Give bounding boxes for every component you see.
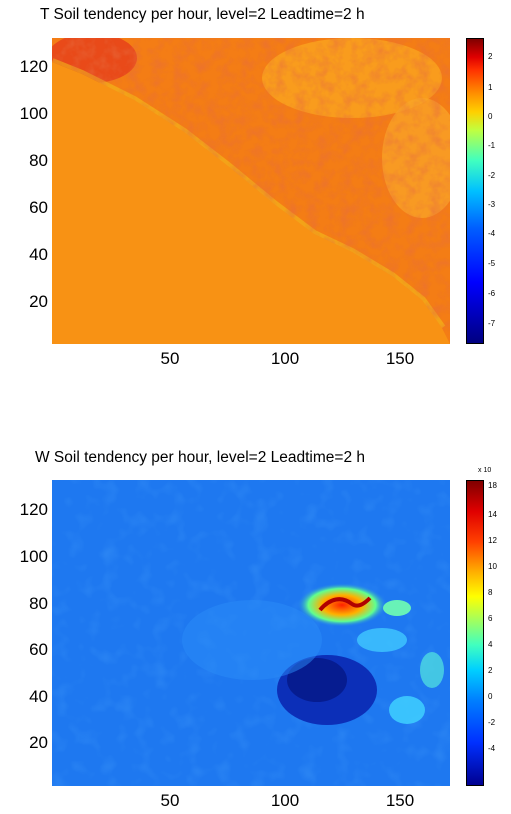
x-tick-label: 50 — [160, 791, 180, 810]
x-tick-label: 100 — [270, 791, 300, 810]
y-tick-label: 100 — [19, 547, 48, 566]
heatmap-svg — [52, 38, 450, 344]
positive-anomaly — [297, 583, 387, 627]
bottom-chart-panel: W Soil tendency per hour, level=2 Leadti… — [0, 440, 511, 814]
colorbar-tick-label: 14 — [488, 510, 497, 519]
heatmap-svg — [52, 480, 450, 786]
y-tick-label: 60 — [29, 640, 48, 659]
colorbar-tick-label: 0 — [488, 692, 493, 701]
y-tick-label: 120 — [19, 500, 48, 519]
colorbar-tick-label: 4 — [488, 640, 493, 649]
colorbar-tick-label: -3 — [488, 200, 496, 209]
y-tick-label: 60 — [29, 198, 48, 217]
chart-title: W Soil tendency per hour, level=2 Leadti… — [35, 449, 366, 466]
heatmap-plot-area — [52, 38, 450, 344]
y-tick-label: 120 — [19, 57, 48, 76]
colorbar-tick-label: 8 — [488, 588, 493, 597]
colorbar-tick-label: 10 — [488, 562, 497, 571]
colorbar-tick-label: -6 — [488, 289, 496, 298]
y-tick-label: 100 — [19, 104, 48, 123]
colorbar — [466, 480, 484, 786]
colorbar-tick-label: 18 — [488, 481, 497, 490]
colorbar — [466, 38, 484, 344]
y-tick-label: 20 — [29, 292, 48, 311]
y-tick-label: 80 — [29, 151, 48, 170]
colorbar-tick-label: -7 — [488, 319, 496, 328]
colorbar-tick-label: -2 — [488, 171, 496, 180]
colorbar-tick-label: -4 — [488, 229, 496, 238]
colorbar-tick-label: 2 — [488, 52, 493, 61]
x-tick-label: 50 — [160, 349, 180, 368]
y-tick-label: 40 — [29, 687, 48, 706]
colorbar-tick-label: -4 — [488, 744, 496, 753]
colorbar-exponent-label: x 10 — [478, 467, 492, 474]
colorbar-tick-label: 1 — [488, 83, 493, 92]
x-tick-label: 150 — [385, 791, 415, 810]
colorbar-tick-label: 12 — [488, 536, 497, 545]
x-tick-label: 150 — [385, 349, 415, 368]
colorbar-tick-label: -1 — [488, 141, 496, 150]
colorbar-tick-label: -5 — [488, 259, 496, 268]
colorbar-tick-label: 0 — [488, 112, 493, 121]
colorbar-tick-label: 6 — [488, 614, 493, 623]
y-tick-label: 40 — [29, 245, 48, 264]
heatmap-plot-area — [52, 480, 450, 786]
x-tick-label: 100 — [270, 349, 300, 368]
chart-title: T Soil tendency per hour, level=2 Leadti… — [40, 6, 365, 23]
colorbar-tick-label: 2 — [488, 666, 493, 675]
y-tick-label: 20 — [29, 733, 48, 752]
colorbar-tick-label: -2 — [488, 718, 496, 727]
y-tick-label: 80 — [29, 594, 48, 613]
top-chart-panel: T Soil tendency per hour, level=2 Leadti… — [0, 0, 511, 400]
